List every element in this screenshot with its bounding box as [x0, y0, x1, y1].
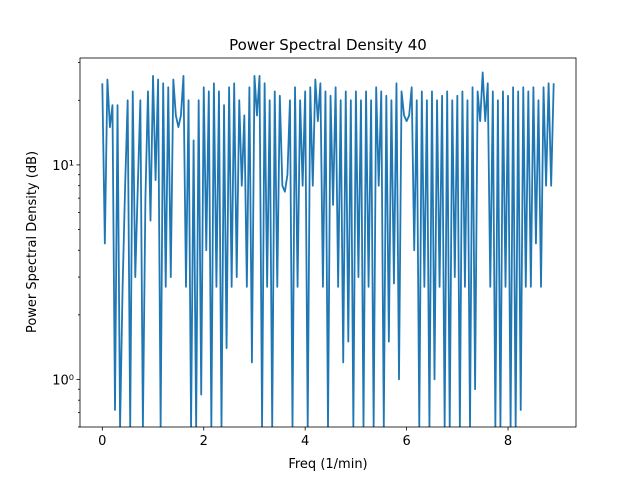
x-tick-label: 8 — [504, 434, 512, 449]
line — [101, 71, 555, 427]
x-axis-label: Freq (1/min) — [288, 457, 367, 472]
y-tick-label: 10⁰ — [52, 373, 74, 388]
x-tick-label: 2 — [200, 434, 208, 449]
y-axis-label: Power Spectral Density (dB) — [25, 151, 40, 333]
x-tick-label: 0 — [98, 434, 106, 449]
chart-title: Power Spectral Density 40 — [229, 36, 427, 54]
y-tick-label: 10¹ — [52, 159, 74, 174]
plot-area — [101, 71, 555, 427]
x-tick-label: 4 — [301, 434, 309, 449]
axes-frame — [79, 57, 577, 428]
x-tick-label: 6 — [402, 434, 410, 449]
